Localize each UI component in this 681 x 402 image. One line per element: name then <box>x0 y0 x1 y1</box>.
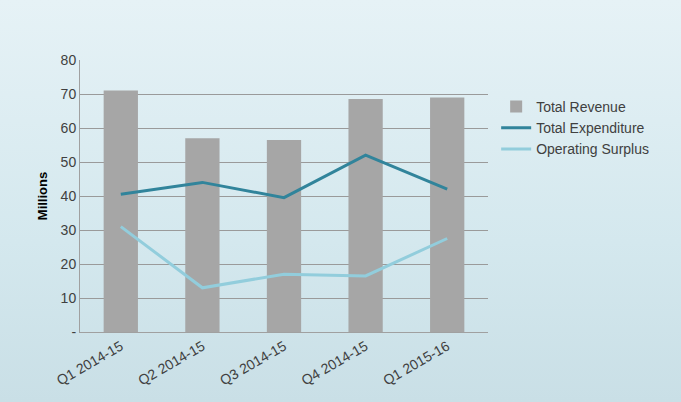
svg-text:70: 70 <box>61 86 77 102</box>
svg-text:40: 40 <box>61 188 77 204</box>
svg-text:30: 30 <box>61 222 77 238</box>
svg-text:Q4 2014-15: Q4 2014-15 <box>299 338 371 389</box>
svg-text:50: 50 <box>61 154 77 170</box>
svg-text:Total Expenditure: Total Expenditure <box>536 120 644 136</box>
svg-text:10: 10 <box>61 290 77 306</box>
svg-text:Q2 2014-15: Q2 2014-15 <box>135 338 207 389</box>
svg-text:Q3 2014-15: Q3 2014-15 <box>217 338 289 389</box>
svg-text:Operating Surplus: Operating Surplus <box>536 141 649 157</box>
svg-text:60: 60 <box>61 120 77 136</box>
svg-text:Total Revenue: Total Revenue <box>536 99 626 115</box>
svg-text:Q1 2014-15: Q1 2014-15 <box>54 338 126 389</box>
svg-text:Q1 2015-16: Q1 2015-16 <box>380 338 452 389</box>
svg-text:80: 80 <box>61 52 77 68</box>
svg-text:Millions: Millions <box>35 172 50 220</box>
svg-text:20: 20 <box>61 256 77 272</box>
svg-text:-: - <box>72 324 77 340</box>
